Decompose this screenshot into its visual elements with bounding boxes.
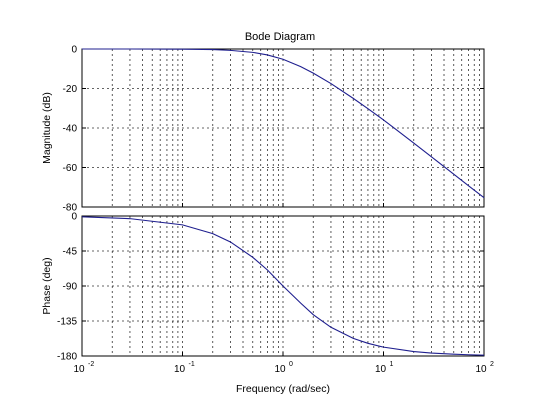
phase-ytick-label: -90 <box>63 282 78 293</box>
magnitude-ytick-label: -40 <box>63 124 78 135</box>
phase-xtick-label: 10 <box>174 364 186 375</box>
phase-curve <box>81 216 485 356</box>
magnitude-plot: -80 -60 -40 -20 0 <box>63 45 485 214</box>
phase-ytick-label: -135 <box>57 317 77 328</box>
magnitude-grid <box>82 49 484 207</box>
frequency-axis-label: Frequency (rad/sec) <box>236 383 330 395</box>
phase-xtick-label: 10 <box>73 364 85 375</box>
magnitude-axis-label: Magnitude (dB) <box>41 92 53 164</box>
magnitude-ytick-label: 0 <box>71 45 77 56</box>
phase-xtick-exponent: 2 <box>490 361 494 368</box>
phase-xtick-exponent: 0 <box>289 361 293 368</box>
phase-xtick-label: 10 <box>274 364 286 375</box>
chart-title: Bode Diagram <box>245 31 315 43</box>
phase-xtick-label: 10 <box>475 364 487 375</box>
magnitude-ytick-label: -80 <box>63 203 78 214</box>
phase-xtick-exponent: -2 <box>88 361 94 368</box>
phase-axis-label: Phase (deg) <box>41 257 53 314</box>
phase-xtick-exponent: 1 <box>390 361 394 368</box>
phase-xtick-label: 10 <box>375 364 387 375</box>
phase-ytick-label: 0 <box>71 212 77 223</box>
phase-ytick-label: -180 <box>57 352 77 363</box>
phase-ytick-label: -45 <box>63 247 78 258</box>
phase-xtick-exponent: -1 <box>189 361 195 368</box>
magnitude-ytick-label: -20 <box>63 84 78 95</box>
magnitude-ytick-label: -60 <box>63 163 78 174</box>
magnitude-curve <box>82 48 485 199</box>
